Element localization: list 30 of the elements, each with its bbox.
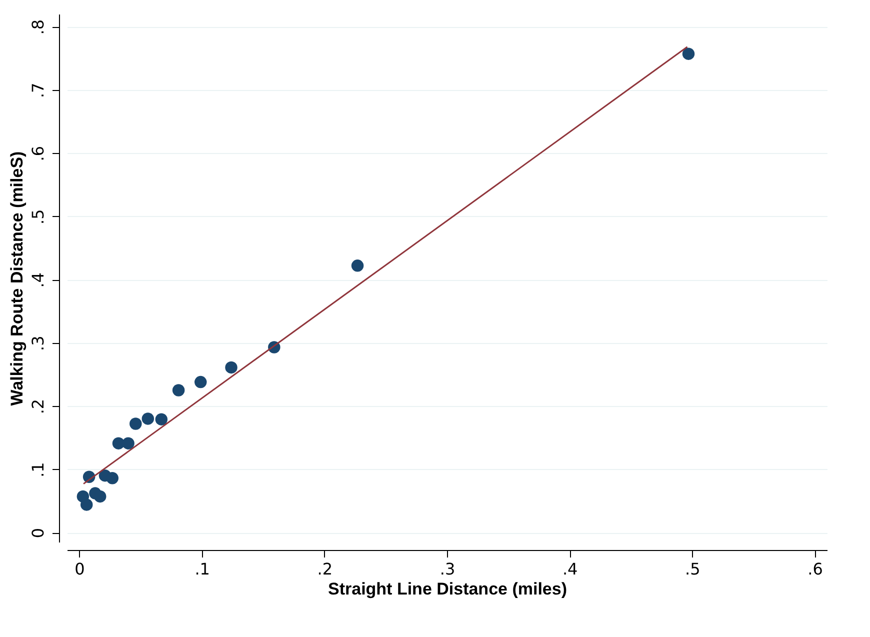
x-tick-label: 0	[74, 560, 85, 578]
point	[106, 472, 118, 484]
y-tick-label: .3	[28, 336, 48, 351]
point	[94, 490, 106, 503]
y-tick-label: .5	[28, 209, 48, 224]
point	[194, 376, 207, 388]
point	[351, 260, 364, 272]
point	[142, 412, 154, 425]
point	[225, 361, 238, 374]
point	[80, 498, 93, 511]
x-tick-label: .1	[194, 560, 210, 578]
y-axis-title: Walking Route Distance (mileS)	[8, 151, 26, 406]
point	[122, 437, 134, 450]
y-tick-label: .6	[28, 146, 48, 162]
x-tick-label: .5	[685, 560, 700, 578]
x-axis-title: Straight Line Distance (miles)	[328, 580, 567, 598]
y-tick-label: .7	[28, 82, 48, 98]
point	[682, 48, 695, 60]
y-tick-label: .2	[28, 398, 48, 414]
x-tick-label: .2	[317, 560, 333, 578]
point	[155, 413, 168, 426]
y-tick-label: .4	[28, 272, 48, 288]
y-tick-label: 0	[28, 528, 48, 538]
point	[172, 384, 185, 396]
point	[130, 418, 142, 430]
x-tick-label: .6	[808, 560, 823, 578]
y-tick-label: .8	[28, 20, 48, 35]
x-tick-label: .3	[440, 560, 456, 578]
y-tick-label: .1	[28, 462, 48, 478]
x-tick-label: .4	[562, 560, 578, 578]
